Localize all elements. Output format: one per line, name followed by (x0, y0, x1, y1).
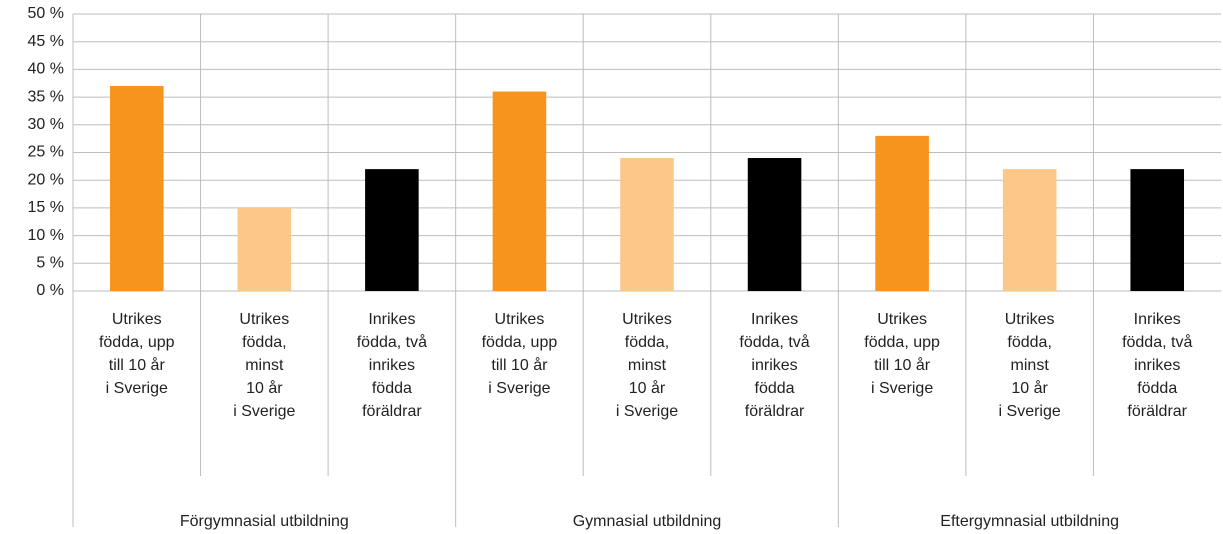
x-tick-label: Utrikes födda, minst 10 år i Sverige (233, 311, 296, 420)
y-tick-label: 15 % (28, 199, 64, 216)
x-tick-label: Inrikes födda, två inrikes födda föräldr… (1122, 311, 1193, 420)
y-tick-label: 50 % (28, 5, 64, 22)
y-tick-label: 20 % (28, 171, 64, 188)
y-tick-label: 35 % (28, 88, 64, 105)
group-label: Eftergymnasial utbildning (940, 513, 1120, 530)
group-label: Gymnasial utbildning (572, 513, 722, 530)
x-tick-label: Utrikes födda, minst 10 år i Sverige (615, 311, 679, 420)
y-tick-label: 45 % (28, 33, 64, 50)
y-tick-label: 30 % (28, 116, 64, 133)
bar (620, 158, 674, 291)
x-tick-label: Utrikes födda, upp till 10 år i Sverige (864, 311, 940, 397)
bar (747, 158, 802, 291)
x-tick-label: Utrikes födda, minst 10 år i Sverige (998, 311, 1061, 420)
y-tick-label: 0 % (36, 282, 64, 299)
x-tick-label: Inrikes födda, två inrikes födda föräldr… (739, 311, 810, 420)
x-tick-label: Inrikes födda, två inrikes födda föräldr… (356, 311, 428, 420)
group-label: Förgymnasial utbildning (179, 513, 349, 530)
bar (237, 207, 292, 291)
bar (1002, 169, 1057, 291)
bar (875, 135, 929, 291)
bar (1130, 169, 1185, 291)
x-tick-label: Utrikes födda, upp till 10 år i Sverige (481, 311, 558, 397)
y-tick-label: 40 % (28, 61, 64, 78)
bar (492, 91, 547, 291)
y-tick-label: 25 % (28, 144, 64, 161)
x-tick-label: Utrikes födda, upp till 10 år i Sverige (98, 311, 175, 397)
y-tick-label: 10 % (28, 227, 64, 244)
bar (365, 169, 419, 291)
bar (109, 86, 164, 292)
y-tick-label: 5 % (36, 255, 64, 272)
